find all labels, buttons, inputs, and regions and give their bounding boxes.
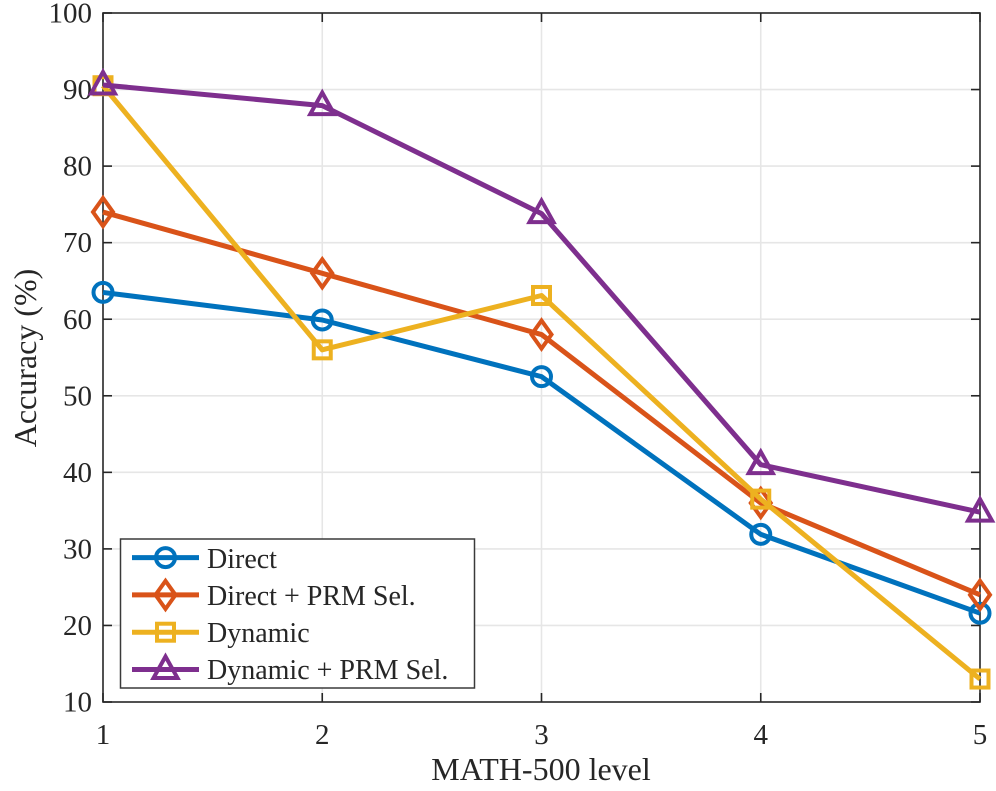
y-tick-label: 70 (63, 227, 92, 259)
y-tick-label: 30 (63, 533, 92, 565)
data-point-circle (530, 365, 553, 389)
data-point-circle (91, 280, 115, 304)
x-axis-label: MATH-500 level (431, 751, 651, 787)
data-point-triangle (745, 447, 777, 476)
x-tick-label: 4 (754, 719, 769, 751)
y-tick-label: 50 (63, 380, 92, 412)
data-point-diamond (90, 194, 116, 230)
x-tick-label: 5 (973, 719, 988, 751)
data-point-diamond (529, 317, 554, 352)
legend-box (119, 538, 476, 689)
y-tick-label: 60 (63, 304, 92, 336)
data-point-square (750, 488, 772, 510)
data-point-circle (749, 522, 773, 546)
y-tick-label: 100 (49, 0, 93, 30)
legend: Direct Direct + PRM Sel. Dynamic Dynamic… (119, 538, 476, 689)
y-tick-label: 40 (63, 457, 92, 489)
data-point-triangle (526, 196, 557, 225)
x-tick-label: 1 (96, 719, 111, 751)
data-point-triangle (306, 88, 338, 117)
legend-marker-square (155, 621, 176, 643)
data-point-circle (310, 308, 334, 332)
data-point-circle (968, 601, 992, 625)
legend-marker-triangle (150, 652, 181, 680)
y-tick-label: 10 (63, 687, 92, 719)
y-tick-label: 20 (63, 610, 92, 642)
series-line-triangle (102, 82, 981, 515)
legend-label-direct-prm: Direct + PRM Sel. (207, 581, 416, 612)
data-point-square (969, 668, 991, 690)
data-point-square (531, 284, 552, 306)
y-tick-label: 80 (63, 151, 92, 183)
data-point-triangle (964, 495, 996, 523)
legend-marker-diamond (153, 577, 178, 613)
data-point-square (311, 339, 333, 361)
y-tick-label: 90 (63, 74, 92, 106)
series-line-diamond (102, 209, 981, 598)
x-tick-label: 3 (534, 719, 549, 751)
legend-label-direct: Direct (207, 544, 277, 575)
data-point-diamond (309, 255, 335, 291)
x-tick-label: 2 (315, 719, 330, 751)
legend-samples (132, 546, 199, 680)
legend-label-dynamic: Dynamic (207, 618, 310, 649)
y-axis-label: Accuracy (%) (7, 269, 43, 448)
legend-marker-circle (154, 546, 177, 570)
data-point-triangle (87, 67, 119, 96)
series-line-square (101, 84, 982, 681)
legend-label-dynamic-prm: Dynamic + PRM Sel. (207, 655, 448, 686)
data-series (87, 67, 996, 690)
data-point-diamond (967, 577, 993, 613)
tick-labels: 1 2 3 4 5 10 20 30 40 50 60 70 80 90 100 (49, 0, 988, 751)
